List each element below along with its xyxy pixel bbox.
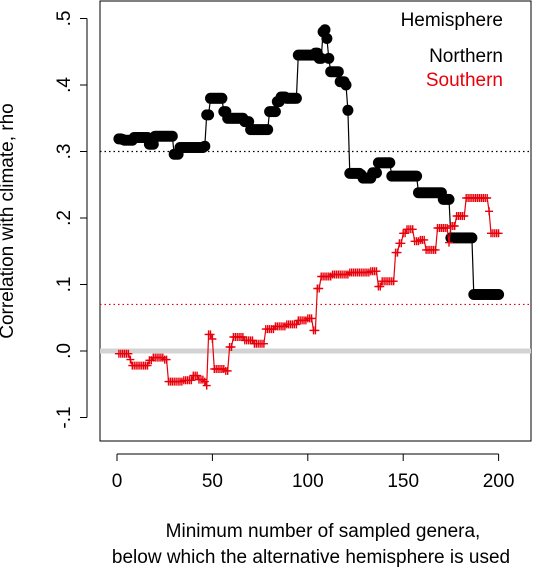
data-point <box>450 222 459 230</box>
y-tick-label: .1 <box>54 277 75 293</box>
data-point <box>206 330 215 339</box>
data-point <box>372 267 381 276</box>
data-point <box>177 377 186 386</box>
data-point <box>290 92 302 104</box>
data-point <box>203 109 215 121</box>
data-point <box>202 381 211 390</box>
data-point <box>200 377 209 386</box>
y-tick-label: .4 <box>54 77 75 93</box>
data-point <box>321 33 333 44</box>
x-tick-label: 150 <box>387 471 419 492</box>
data-point <box>342 104 354 116</box>
data-point <box>384 157 396 169</box>
data-point <box>408 225 417 234</box>
data-point <box>162 355 171 364</box>
x-axis-label-line2: below which the alternative hemisphere i… <box>112 547 510 568</box>
legend-title: Hemisphere <box>401 10 503 31</box>
data-point <box>460 212 469 220</box>
y-tick-label: .0 <box>54 343 75 359</box>
data-point <box>414 237 423 246</box>
data-point <box>124 349 133 358</box>
data-point <box>259 339 268 348</box>
data-point <box>166 130 178 142</box>
data-point <box>485 207 494 216</box>
data-point <box>280 322 289 331</box>
y-tick-label: .3 <box>54 144 75 160</box>
data-point <box>292 320 301 329</box>
data-point <box>193 371 202 380</box>
data-point <box>326 272 335 281</box>
x-tick-label: 200 <box>483 471 515 492</box>
data-point <box>307 314 316 323</box>
data-point <box>323 52 335 64</box>
data-point <box>420 235 429 244</box>
data-point <box>143 361 152 370</box>
data-point <box>340 79 352 91</box>
data-point <box>219 365 228 373</box>
data-point <box>158 353 167 362</box>
data-point <box>223 366 232 375</box>
data-point <box>319 24 331 36</box>
data-point <box>483 194 492 202</box>
data-point <box>343 270 352 279</box>
data-point <box>301 316 310 325</box>
legend-label-southern: Southern <box>426 70 503 91</box>
data-point <box>411 170 423 182</box>
x-tick-label: 100 <box>292 471 324 492</box>
data-point <box>315 284 324 293</box>
x-axis: 0 50 100 150 200 <box>112 453 515 492</box>
x-axis-label-line1: Minimum number of sampled genera, <box>166 521 481 542</box>
data-point <box>466 232 478 244</box>
data-point <box>311 326 320 335</box>
series-northern <box>113 24 505 300</box>
data-point <box>371 167 382 179</box>
y-tick-label: .2 <box>54 210 75 226</box>
data-point <box>397 239 406 248</box>
data-point <box>431 245 440 254</box>
reference-lines <box>100 150 531 354</box>
data-point <box>445 238 453 247</box>
data-point <box>227 343 236 351</box>
data-point <box>199 140 211 152</box>
data-point <box>443 193 455 205</box>
x-tick-label: 50 <box>202 471 223 492</box>
x-tick-label: 0 <box>112 471 123 492</box>
data-point <box>389 277 398 286</box>
data-point <box>401 229 410 238</box>
series-layer <box>113 24 505 390</box>
series-southern <box>114 194 503 390</box>
data-point <box>393 248 402 257</box>
y-tick-label: .5 <box>54 11 75 27</box>
data-point <box>126 355 135 364</box>
data-point <box>364 268 373 277</box>
data-point <box>238 333 247 341</box>
data-point <box>376 282 385 291</box>
data-point <box>269 106 281 118</box>
data-point <box>208 335 217 343</box>
data-point <box>494 229 503 238</box>
y-axis-label: Correlation with climate, rho <box>0 103 18 338</box>
data-point <box>332 66 344 78</box>
data-point <box>216 92 228 104</box>
legend-label-northern: Northern <box>429 46 503 67</box>
plot-frame <box>99 0 532 442</box>
y-tick-label: -.1 <box>54 406 75 428</box>
y-axis: -.1 .0 .1 .2 .3 .4 .5 <box>54 11 88 429</box>
data-point <box>262 124 274 136</box>
data-point <box>187 376 196 385</box>
data-point <box>315 52 327 64</box>
data-point <box>493 289 505 300</box>
